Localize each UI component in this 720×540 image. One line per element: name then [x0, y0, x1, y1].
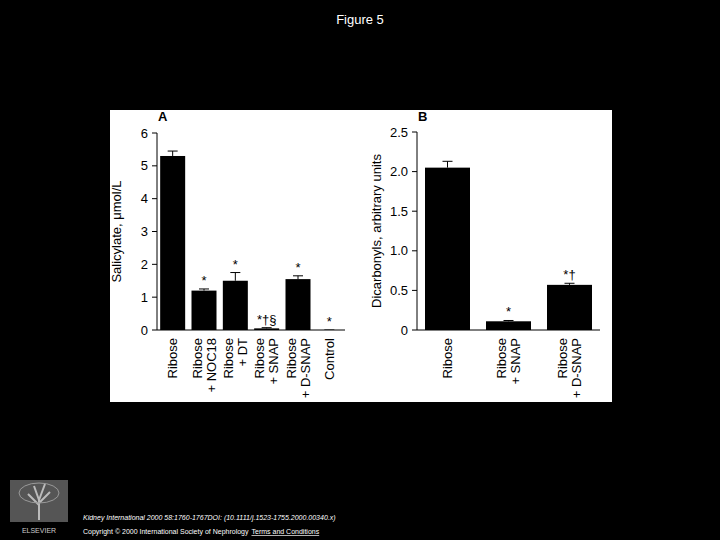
error-cap [199, 288, 209, 289]
x-tick-label-line: Ribose [165, 338, 180, 378]
logo-box [10, 480, 68, 522]
significance-mark: * [506, 304, 511, 319]
bar [160, 156, 185, 330]
y-tick [412, 330, 417, 331]
background [0, 0, 720, 540]
x-tick-label-line: Ribose [440, 338, 455, 378]
bars [160, 151, 334, 330]
bar [486, 321, 531, 330]
y-tick-label: 2.5 [390, 125, 408, 140]
x-tick-label-line: + D-SNAP [298, 338, 313, 398]
significance-mark: *†§ [257, 312, 277, 327]
x-tick-label: Ribose+ D-SNAP [284, 338, 313, 398]
y-tick [152, 198, 157, 199]
y-axis [417, 132, 418, 330]
error-cap [262, 327, 272, 328]
x-tick-label-line: Ribose [190, 338, 205, 378]
x-tick-label: Ribose+ SNAP [494, 338, 523, 385]
bar [286, 279, 311, 330]
bar [425, 168, 470, 330]
x-tick-label: Ribose [440, 338, 455, 378]
y-tick [152, 231, 157, 232]
x-tick-label: Ribose+ NOC18 [190, 338, 219, 393]
y-tick [152, 297, 157, 298]
y-tick-label: 6 [141, 126, 148, 141]
x-tick-label-line: + NOC18 [204, 338, 219, 393]
x-tick-label-line: + D-SNAP [569, 338, 584, 398]
figure: Figure 5 A Salicylate, μmol/L 0 1 2 3 4 5 6 Ribose… [0, 0, 720, 540]
y-tick [412, 250, 417, 251]
x-tick-label-line: Ribose [252, 338, 267, 378]
y-tick-label: 0.5 [390, 283, 408, 298]
x-tick-label-line: Ribose [284, 338, 299, 378]
error-cap [324, 330, 334, 331]
x-tick-label-line: Ribose [555, 338, 570, 378]
significance-mark: * [327, 314, 332, 329]
y-tick [412, 290, 417, 291]
y-tick-label: 3 [141, 224, 148, 239]
logo-crown [19, 483, 59, 503]
bar [547, 285, 592, 330]
error-bar [235, 273, 236, 281]
x-axis [157, 330, 345, 331]
chart-A: ASalicylate, μmol/L0123456Ribose*Ribose+… [109, 109, 345, 398]
x-tick-label: Ribose [165, 338, 180, 378]
y-tick [412, 132, 417, 133]
x-tick-label-line: + SNAP [266, 338, 281, 385]
x-tick-label-line: + DT [235, 338, 250, 367]
page-title: Figure 5 [336, 12, 384, 27]
x-tick-label: Ribose+ DT [221, 338, 250, 379]
error-bar [172, 151, 173, 156]
y-tick [412, 171, 417, 172]
y-tick-label: 1.5 [390, 204, 408, 219]
significance-mark: *† [563, 267, 575, 282]
x-tick-label-line: Ribose [494, 338, 509, 378]
y-axis-label: Salicylate, μmol/L [109, 180, 124, 282]
significance-mark: * [201, 273, 206, 288]
panel-label: B [418, 109, 427, 124]
error-cap [168, 151, 178, 152]
bar [223, 281, 248, 330]
bar [317, 330, 342, 331]
y-tick [152, 165, 157, 166]
y-axis-label: Dicarbonyls, arbitrary units [369, 154, 384, 308]
bars [425, 161, 592, 330]
x-tick-label: Ribose+ SNAP [252, 338, 281, 385]
terms-link[interactable]: Terms and Conditions [251, 528, 319, 535]
chart-B: B Dicarbonyls, arbitrary units 0 0.5 1.0 1.5 2… [369, 109, 600, 398]
y-tick [412, 211, 417, 212]
significance-mark: * [233, 257, 238, 272]
x-tick-label: Ribose+ D-SNAP [555, 338, 584, 398]
x-tick-label-line: Ribose [221, 338, 236, 378]
error-cap [230, 272, 240, 273]
bar [192, 291, 217, 330]
copyright: Copyright © 2000 International Society o… [83, 528, 249, 536]
y-tick-label: 2.0 [390, 164, 408, 179]
error-cap [504, 320, 514, 321]
error-cap [443, 161, 453, 162]
y-tick-label: 1 [141, 290, 148, 305]
bar [254, 328, 279, 330]
panel-label: A [158, 109, 168, 124]
y-tick-label: 0 [141, 323, 148, 338]
y-tick [152, 330, 157, 331]
y-tick-label: 1.0 [390, 243, 408, 258]
publisher-logo [10, 480, 68, 522]
y-tick-label: 4 [141, 191, 148, 206]
x-tick-label-line: + SNAP [508, 338, 523, 385]
figure-panel [110, 110, 612, 402]
y-tick-label: 5 [141, 158, 148, 173]
logo-text: ELSEVIER [22, 527, 56, 534]
error-cap [565, 283, 575, 284]
error-bar [447, 161, 448, 167]
citation: Kidney International 2000 58:1760-1767DO… [83, 514, 336, 522]
y-tick-label: 2 [141, 257, 148, 272]
significance-mark: * [295, 260, 300, 275]
y-tick [152, 264, 157, 265]
error-cap [293, 275, 303, 276]
x-tick-label-line: Control [322, 338, 337, 380]
x-tick-label: Control [322, 338, 337, 380]
y-tick [152, 133, 157, 134]
y-tick-label: 0 [401, 323, 408, 338]
